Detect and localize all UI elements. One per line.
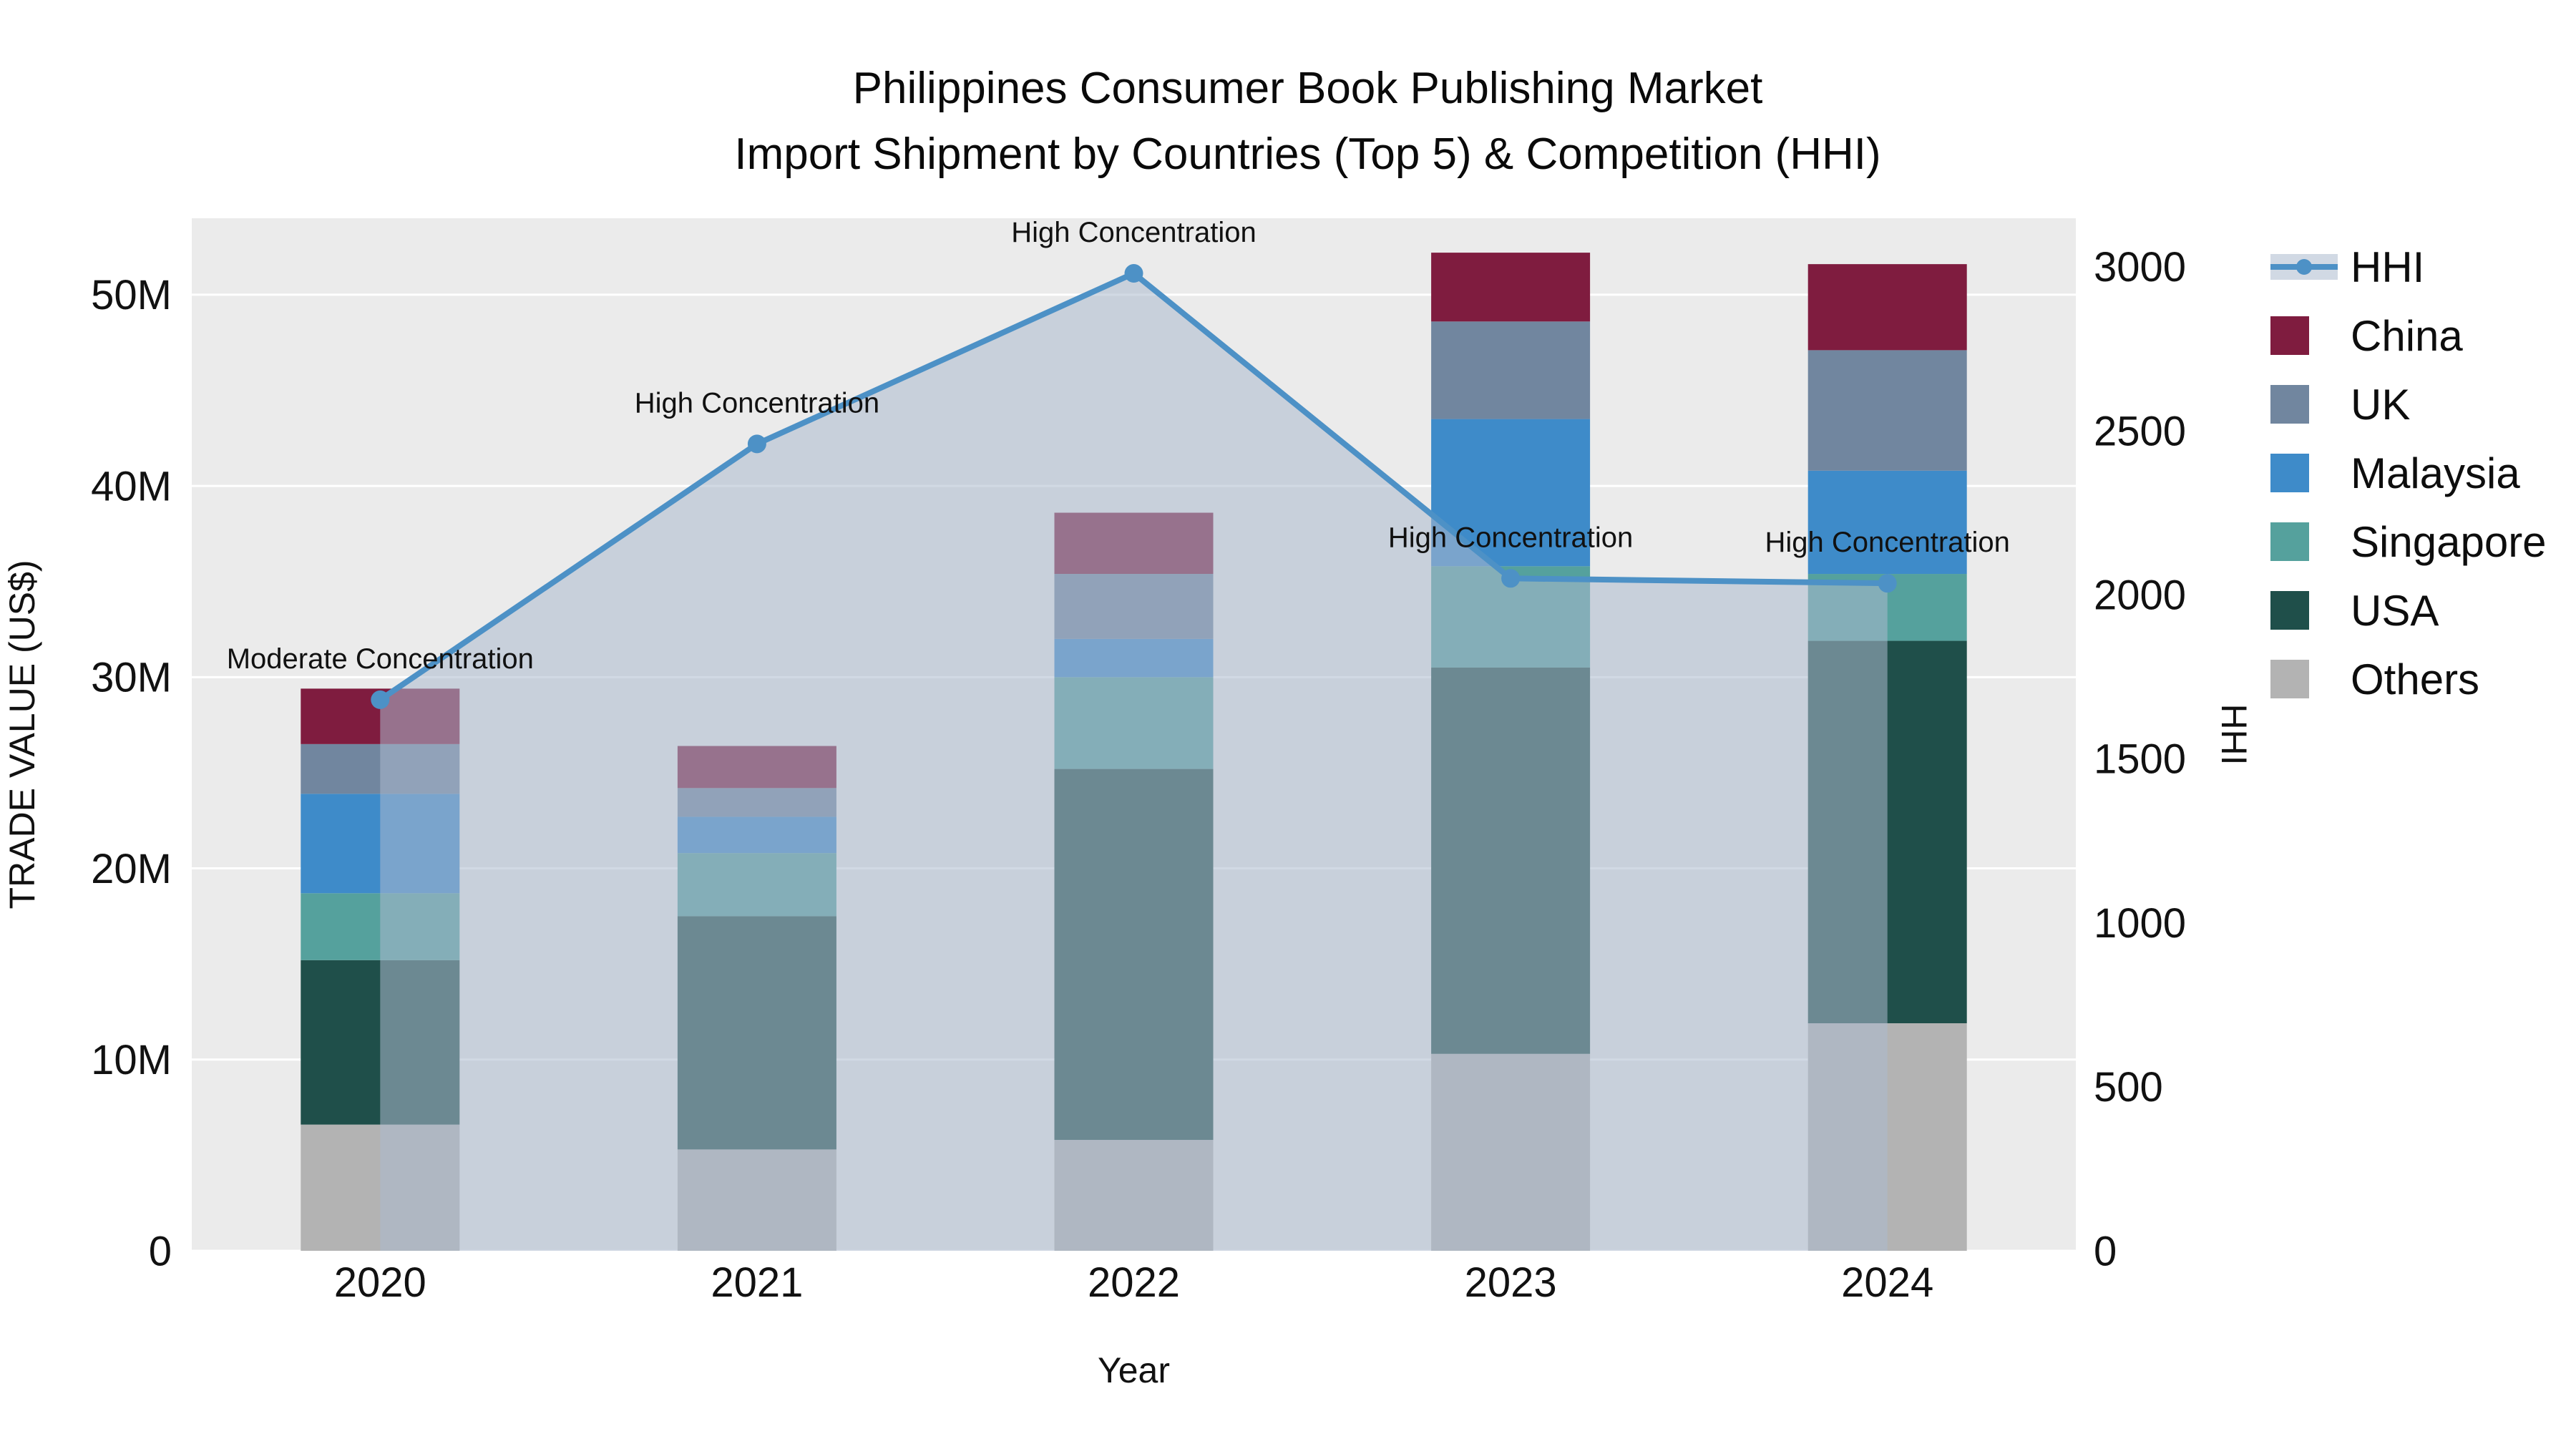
legend-item-china[interactable]: China — [2270, 312, 2463, 360]
legend-item-usa[interactable]: USA — [2270, 587, 2439, 635]
chart-title-line2: Import Shipment by Countries (Top 5) & C… — [734, 130, 1881, 179]
y-left-tick: 50M — [91, 272, 172, 318]
y-right-tick: 2500 — [2094, 408, 2186, 454]
legend-label: UK — [2351, 381, 2410, 429]
legend-color-swatch — [2270, 591, 2309, 630]
legend-label: China — [2351, 312, 2463, 360]
hhi-marker-2022 — [1124, 264, 1143, 283]
x-axis-title: Year — [1098, 1350, 1170, 1390]
x-tick-2023: 2023 — [1465, 1259, 1557, 1306]
legend-marker-sample — [2296, 259, 2312, 275]
x-tick-2022: 2022 — [1088, 1259, 1180, 1306]
x-tick-2021: 2021 — [711, 1259, 803, 1306]
legend-label: Others — [2351, 655, 2479, 703]
legend-item-singapore[interactable]: Singapore — [2270, 518, 2547, 566]
y-right-tick: 1500 — [2094, 736, 2186, 783]
annotation-2021: High Concentration — [635, 387, 879, 419]
legend-item-others[interactable]: Others — [2270, 655, 2479, 703]
annotation-2022: High Concentration — [1011, 217, 1256, 248]
bar-segment-china-2024 — [1807, 264, 1967, 351]
legend-label: USA — [2351, 587, 2439, 635]
legend-item-uk[interactable]: UK — [2270, 381, 2410, 429]
legend-color-swatch — [2270, 522, 2309, 561]
x-tick-2024: 2024 — [1841, 1259, 1933, 1306]
y-left-tick: 10M — [91, 1037, 172, 1083]
bar-segment-malaysia-2024 — [1807, 470, 1967, 575]
x-tick-2020: 2020 — [334, 1259, 426, 1306]
y-right-tick: 0 — [2094, 1228, 2117, 1274]
legend-color-swatch — [2270, 454, 2309, 492]
y-left-tick: 30M — [91, 655, 172, 701]
y-left-tick: 0 — [149, 1228, 172, 1274]
legend-color-swatch — [2270, 385, 2309, 424]
hhi-marker-2020 — [371, 690, 390, 709]
legend-label: HHI — [2351, 243, 2424, 291]
legend-color-swatch — [2270, 660, 2309, 698]
hhi-marker-2023 — [1501, 569, 1521, 588]
legend-color-swatch — [2270, 316, 2309, 355]
annotation-2024: High Concentration — [1765, 527, 2009, 558]
chart-title-line1: Philippines Consumer Book Publishing Mar… — [852, 64, 1763, 113]
hhi-area — [380, 273, 1888, 1251]
hhi-marker-2021 — [747, 434, 766, 454]
legend-item-hhi[interactable]: HHI — [2270, 243, 2424, 291]
bar-segment-uk-2023 — [1431, 321, 1591, 419]
legend-label: Singapore — [2351, 518, 2547, 566]
legend-label: Malaysia — [2351, 449, 2520, 497]
chart-title: Philippines Consumer Book Publishing Mar… — [0, 56, 2576, 187]
bar-segment-china-2023 — [1431, 253, 1591, 322]
y-left-tick: 40M — [91, 463, 172, 509]
y-right-tick: 1000 — [2094, 900, 2186, 947]
y-right-axis-title: HHI — [2214, 703, 2254, 765]
y-right-tick: 500 — [2094, 1064, 2163, 1111]
bar-segment-uk-2024 — [1807, 350, 1967, 471]
y-right-tick: 2000 — [2094, 572, 2186, 619]
y-left-tick: 20M — [91, 846, 172, 892]
legend-item-malaysia[interactable]: Malaysia — [2270, 449, 2520, 497]
annotation-2023: High Concentration — [1388, 522, 1633, 553]
annotation-2020: Moderate Concentration — [227, 643, 534, 675]
y-right-tick: 3000 — [2094, 244, 2186, 291]
hhi-marker-2024 — [1878, 574, 1897, 593]
y-left-axis-title: TRADE VALUE (US$) — [2, 560, 42, 909]
